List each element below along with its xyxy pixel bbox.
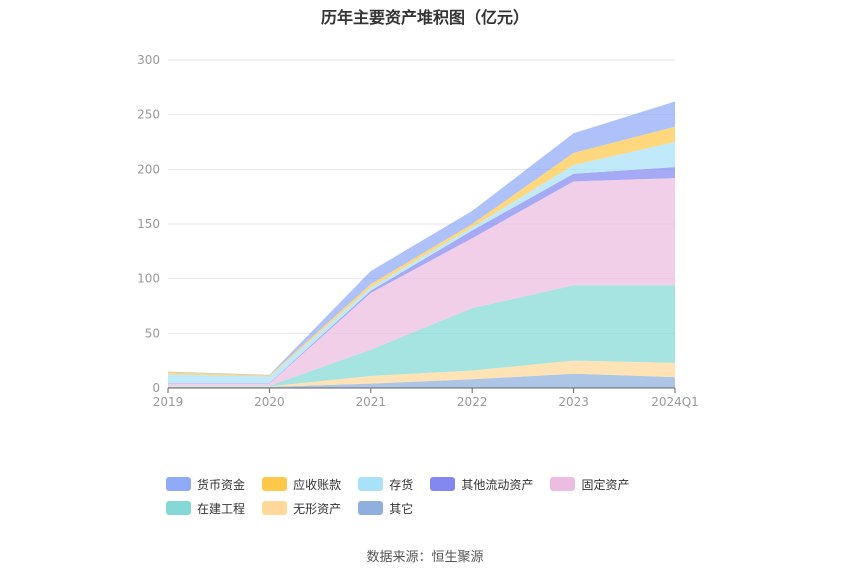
stacked-areas bbox=[168, 101, 675, 388]
x-tick-label: 2022 bbox=[457, 395, 488, 409]
legend-item[interactable]: 固定资产 bbox=[550, 472, 629, 496]
y-tick-label: 150 bbox=[137, 217, 160, 231]
legend-swatch bbox=[166, 477, 191, 491]
legend-swatch bbox=[262, 477, 288, 491]
y-tick-label: 0 bbox=[152, 381, 160, 395]
source-note: 数据来源：恒生聚源 bbox=[366, 550, 484, 565]
legend-item[interactable]: 存货 bbox=[358, 472, 413, 496]
x-tick-label: 2020 bbox=[254, 395, 285, 409]
legend-item[interactable]: 在建工程 bbox=[166, 496, 245, 520]
area-series[interactable] bbox=[168, 178, 675, 386]
x-tick-label: 2023 bbox=[558, 395, 589, 409]
legend-item[interactable]: 无形资产 bbox=[262, 496, 341, 520]
legend-label: 货币资金 bbox=[197, 477, 246, 492]
legend-swatch bbox=[262, 501, 288, 515]
legend-swatch bbox=[430, 477, 456, 491]
legend: 货币资金 应收账款 存货 其他流动资产 固定资产 在建工程 无形资产 其它 bbox=[166, 472, 726, 520]
legend-label: 应收账款 bbox=[293, 477, 342, 492]
y-tick-label: 50 bbox=[145, 326, 160, 340]
y-tick-label: 300 bbox=[137, 53, 160, 67]
x-tick-label: 2024Q1 bbox=[651, 395, 699, 409]
legend-item[interactable]: 货币资金 bbox=[166, 472, 245, 496]
x-tick-label: 2019 bbox=[153, 395, 184, 409]
area-series[interactable] bbox=[168, 101, 675, 376]
legend-label: 其它 bbox=[389, 501, 414, 516]
y-tick-label: 250 bbox=[137, 108, 160, 122]
area-series[interactable] bbox=[168, 360, 675, 387]
legend-swatch bbox=[358, 477, 384, 491]
area-series[interactable] bbox=[168, 142, 675, 384]
legend-swatch bbox=[166, 501, 191, 515]
legend-label: 无形资产 bbox=[293, 501, 342, 516]
x-tick-label: 2021 bbox=[356, 395, 387, 409]
area-series[interactable] bbox=[168, 285, 675, 387]
legend-label: 固定资产 bbox=[581, 477, 630, 492]
legend-label: 其他流动资产 bbox=[461, 477, 534, 492]
axes: 0 50 100 150 200 250 300 2019 2020 2021 2022 2023 20… bbox=[137, 53, 699, 409]
legend-label: 存货 bbox=[389, 477, 414, 492]
legend-label: 在建工程 bbox=[197, 501, 246, 516]
y-tick-label: 100 bbox=[137, 272, 160, 286]
y-tick-label: 200 bbox=[137, 162, 160, 176]
legend-item[interactable]: 其它 bbox=[358, 496, 413, 520]
chart-title: 历年主要资产堆积图（亿元） bbox=[320, 8, 529, 27]
area-series[interactable] bbox=[168, 373, 675, 388]
legend-swatch bbox=[550, 477, 576, 491]
legend-item[interactable]: 其他流动资产 bbox=[430, 472, 533, 496]
legend-swatch bbox=[358, 501, 384, 515]
legend-item[interactable]: 应收账款 bbox=[262, 472, 341, 496]
area-series[interactable] bbox=[168, 126, 675, 377]
